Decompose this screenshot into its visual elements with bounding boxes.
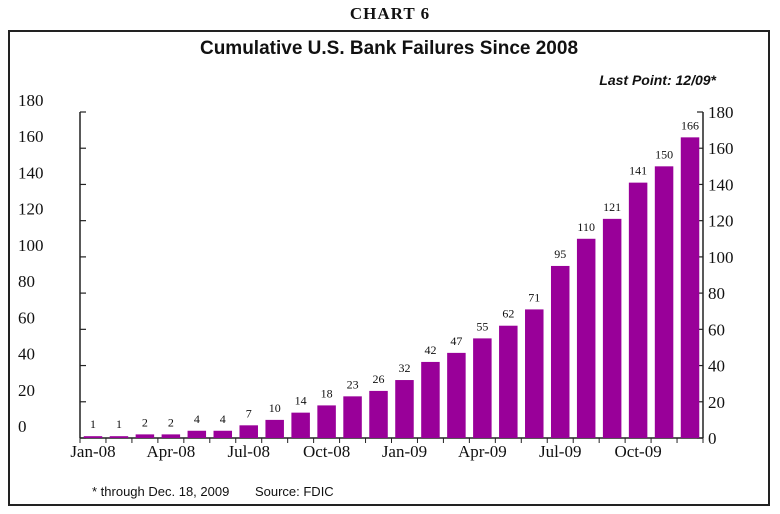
bar [291,412,310,438]
bar-value-label: 150 [655,147,673,161]
bar-value-label: 2 [168,415,174,429]
bar-value-label: 55 [476,319,488,333]
bar [499,325,518,438]
bar [421,361,440,438]
bar-value-label: 14 [295,394,307,408]
bar [628,182,648,438]
bar-value-label: 1 [116,417,122,431]
bar-value-label: 32 [398,361,410,375]
bar [187,430,207,438]
footnote: * through Dec. 18, 2009 Source: FDIC [92,484,356,499]
bar [317,405,336,438]
y-tick-label-right: 140 [708,175,734,194]
y-tick-label-right: 120 [708,212,734,231]
bar [239,425,258,438]
bar [525,309,544,438]
chart-frame: Cumulative U.S. Bank Failures Since 2008… [8,30,770,506]
bar-value-label: 62 [502,307,514,321]
bar-value-label: 42 [424,343,436,357]
y-tick-label-left: 140 [18,163,44,182]
bar-value-label: 23 [347,377,359,391]
x-tick-label: Jul-08 [227,442,270,461]
bar-value-label: 47 [450,334,462,348]
bar [265,419,284,438]
y-tick-label-left: 20 [18,381,35,400]
y-tick-label-left: 120 [18,200,44,219]
bar-value-label: 121 [603,200,621,214]
x-tick-label: Jul-09 [539,442,582,461]
bar [213,430,233,438]
y-tick-label-left: 100 [18,236,44,255]
bar-value-label: 4 [220,412,226,426]
y-tick-label-right: 0 [708,429,717,448]
y-tick-label-right: 180 [708,103,734,122]
y-tick-label-left: 160 [18,127,44,146]
y-tick-label-right: 100 [708,248,734,267]
x-tick-label: Apr-08 [146,442,195,461]
x-tick-label: Oct-09 [614,442,661,461]
chart-title: Cumulative U.S. Bank Failures Since 2008 [199,38,579,59]
y-tick-label-left: 60 [18,308,35,327]
bar-value-label: 2 [142,415,148,429]
bar [395,380,414,438]
bar-value-label: 166 [681,118,699,132]
bar [576,238,596,438]
bar [135,434,155,438]
y-tick-label-left: 80 [18,272,35,291]
bar-value-label: 10 [269,401,281,415]
bar [161,434,181,438]
bar-value-label: 71 [528,290,540,304]
bar [654,166,674,439]
bar [447,352,466,438]
bar-value-label: 26 [373,372,385,386]
bar [83,436,103,438]
x-tick-label: Jan-08 [70,442,115,461]
bar-value-label: 7 [246,406,252,420]
bar-value-label: 1 [90,417,96,431]
x-tick-label: Jan-09 [382,442,427,461]
bar [109,436,129,438]
footnote-source: Source: FDIC [254,484,334,499]
x-tick-label: Apr-09 [458,442,507,461]
y-tick-label-left: 180 [18,91,44,110]
bar [369,390,388,438]
bar-value-label: 110 [577,220,595,234]
y-tick-label-right: 160 [708,139,734,158]
bar [550,265,570,438]
y-tick-label-right: 20 [708,393,725,412]
x-tick-label: Oct-08 [303,442,350,461]
y-tick-label-right: 80 [708,284,725,303]
y-tick-label-left: 0 [18,417,27,436]
bar [602,218,622,438]
y-tick-label-right: 60 [708,320,725,339]
bar [473,338,492,438]
last-point-annotation: Last Point: 12/09* [599,72,716,88]
y-tick-label-right: 40 [708,357,725,376]
y-tick-label-left: 40 [18,345,35,364]
bar-value-label: 18 [321,386,333,400]
footnote-note: * through Dec. 18, 2009 [92,484,230,499]
bar-value-label: 141 [629,164,647,178]
chart-number: CHART 6 [349,4,431,23]
bar-value-label: 4 [194,412,200,426]
bar [680,137,700,438]
bar-value-label: 95 [554,247,566,261]
bar [343,396,362,438]
